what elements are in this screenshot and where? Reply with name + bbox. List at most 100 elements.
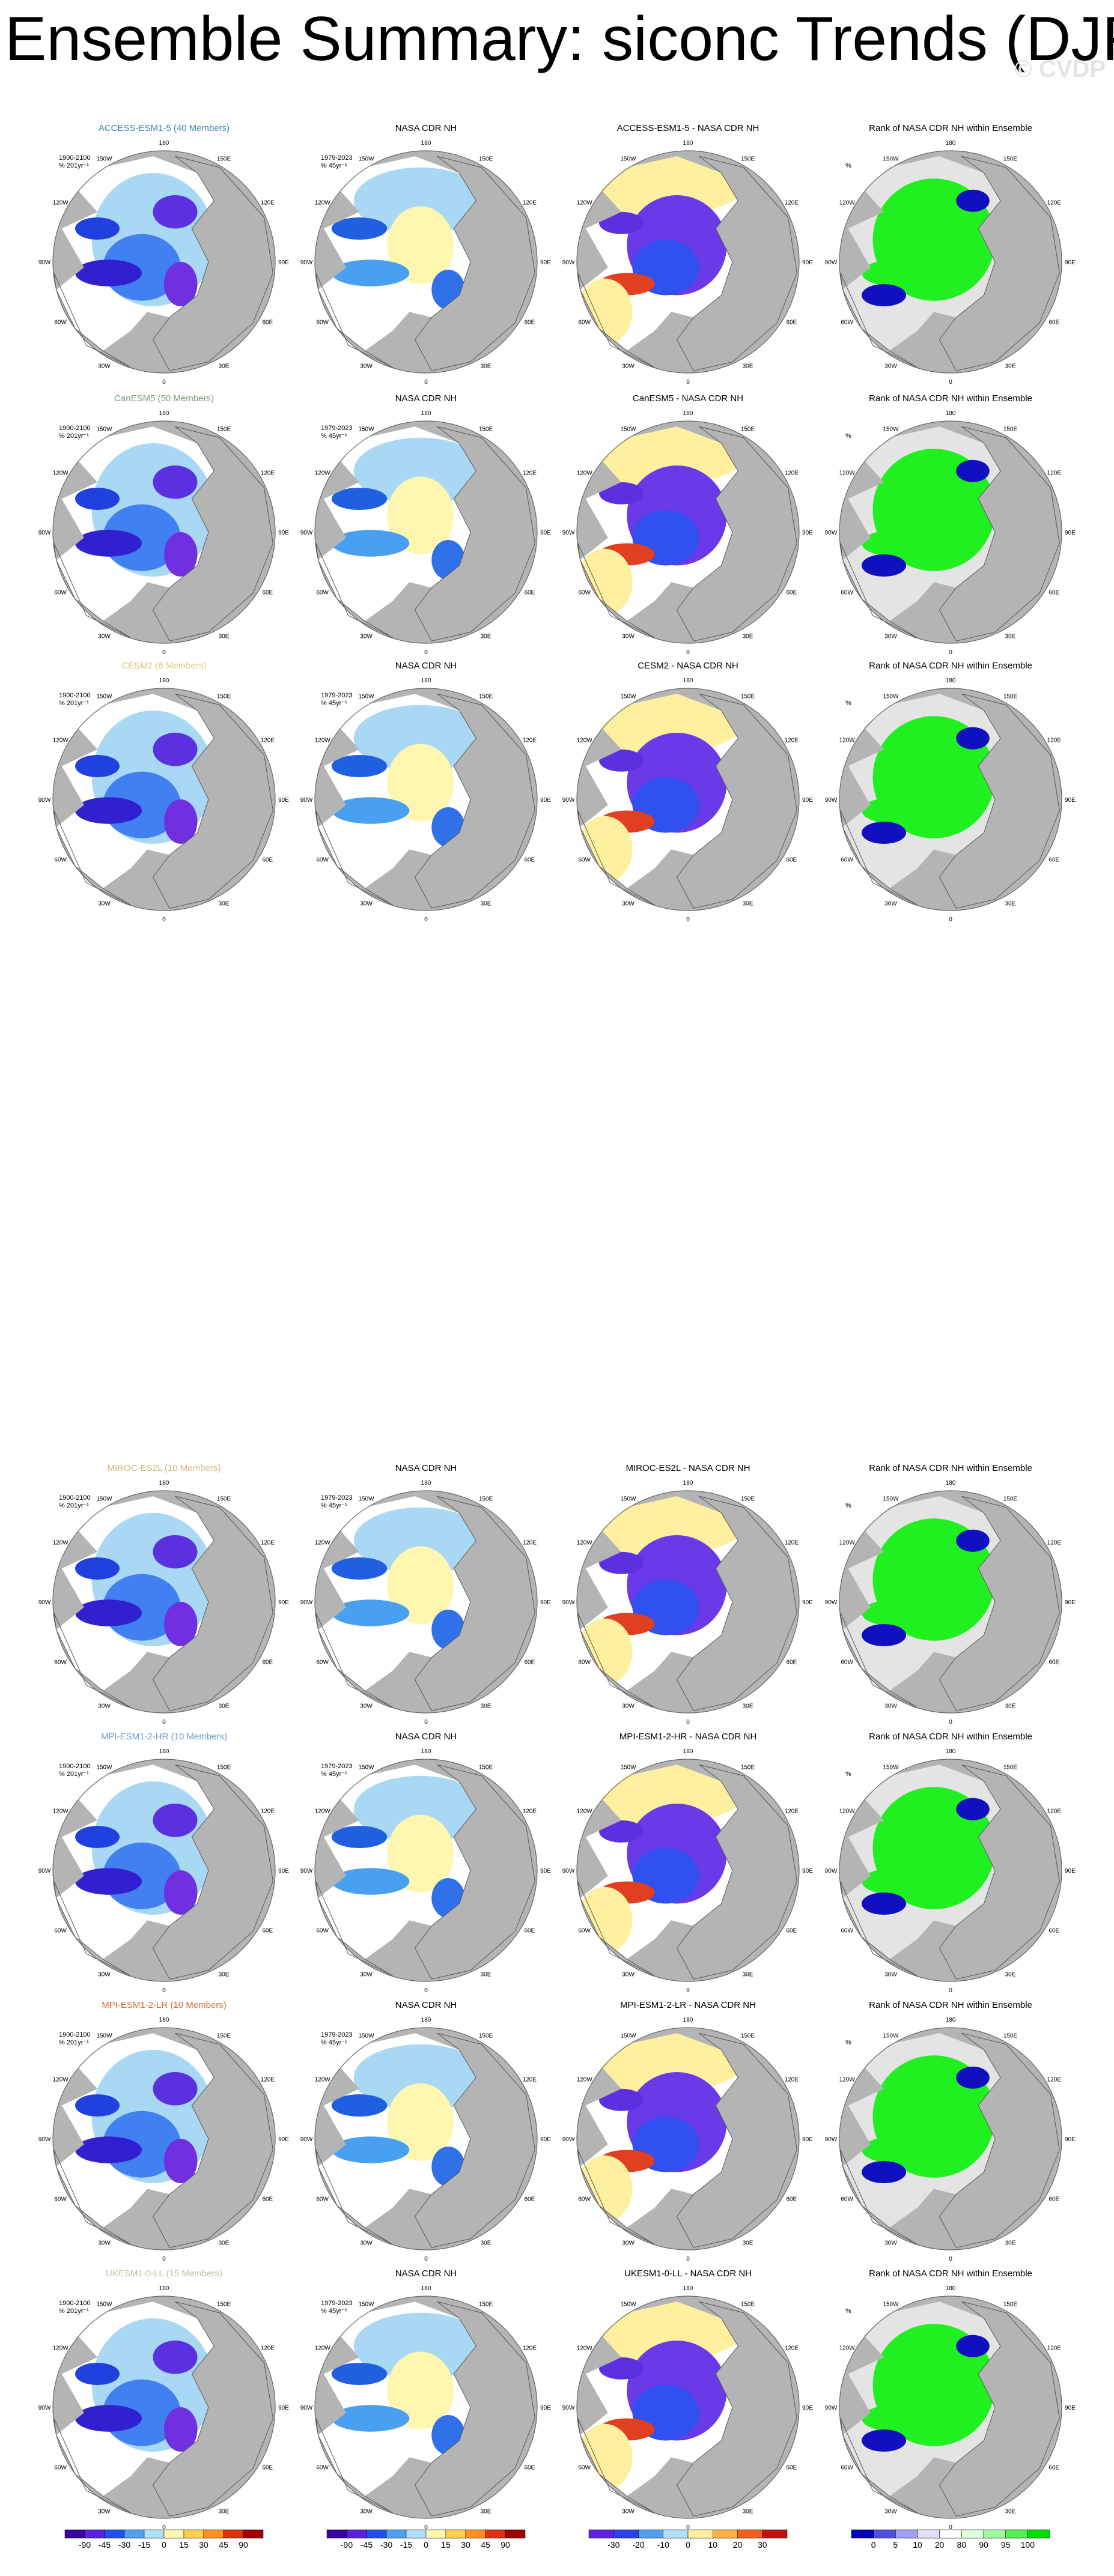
longitude-label: 150E: [1003, 2033, 1018, 2040]
longitude-label: 120E: [261, 1808, 275, 1815]
unit-label: %: [845, 700, 851, 707]
longitude-label: 150E: [217, 2033, 231, 2040]
longitude-label: 90W: [562, 530, 575, 536]
polar-map: [315, 2296, 537, 2518]
longitude-label: 60W: [578, 1928, 591, 1935]
longitude-label: 120E: [261, 470, 275, 477]
field-patch: [164, 1870, 198, 1915]
field-patch: [956, 2066, 990, 2089]
unit-label: % 45yr⁻¹: [321, 162, 347, 169]
field: [842, 1765, 1001, 1960]
longitude-label: 120W: [839, 470, 856, 477]
period-label: 1979-2023: [321, 1763, 353, 1770]
longitude-label: 120E: [1047, 470, 1062, 477]
longitude-label: 150W: [96, 694, 112, 700]
map-border: [53, 1759, 275, 1981]
longitude-label: 90W: [300, 2405, 313, 2411]
longitude-label: 120W: [577, 738, 593, 744]
longitude-label: 60E: [524, 2465, 535, 2471]
colorbar-label: 90: [239, 2540, 248, 2550]
longitude-label: 30W: [360, 2508, 373, 2515]
longitude-label: 150E: [479, 426, 493, 433]
longitude-label: 150E: [741, 694, 755, 700]
panel-title: NASA CDR NH: [395, 393, 457, 404]
longitude-label: 120W: [577, 1808, 593, 1815]
longitude-label: 90E: [278, 797, 289, 804]
longitude-label: 120W: [577, 2077, 593, 2084]
field-patch: [164, 2407, 198, 2452]
watermark: © CVDP: [1014, 56, 1106, 82]
colorbar-label: 10: [708, 2540, 717, 2550]
colorbar-label: 0: [871, 2540, 876, 2550]
longitude-label: 120W: [839, 200, 856, 207]
field-patch: [75, 2136, 142, 2163]
panel-title: NASA CDR NH: [395, 661, 457, 671]
panel-title: MPI-ESM1-2-LR - NASA CDR NH: [620, 2000, 756, 2010]
field: [331, 2312, 476, 2455]
longitude-label: 30W: [884, 363, 897, 369]
longitude-label: 90W: [38, 259, 51, 266]
field-patch: [164, 2139, 198, 2183]
longitude-label: 90E: [278, 2405, 289, 2411]
field-patch: [353, 2044, 476, 2111]
longitude-label: 90E: [1065, 259, 1076, 266]
field-patch: [956, 189, 990, 212]
unit-label: % 45yr⁻¹: [321, 700, 347, 707]
field-patch: [75, 1599, 142, 1626]
colorbar-segment: [183, 2529, 204, 2539]
field-patch: [331, 797, 410, 824]
period-label: 1900-2100: [59, 1763, 91, 1770]
longitude-label: 120E: [261, 2345, 275, 2352]
longitude-label: 60E: [262, 1659, 273, 1666]
colorbar-label: -90: [341, 2540, 353, 2550]
longitude-label: 60E: [786, 2196, 797, 2203]
longitude-label: 150W: [96, 2302, 112, 2308]
longitude-label: 180: [946, 1748, 956, 1755]
polar-map: [817, 129, 1084, 395]
colorbar-label: -45: [361, 2540, 373, 2550]
longitude-label: 90E: [540, 1868, 551, 1874]
map-border: [577, 2296, 799, 2518]
longitude-label: 150E: [217, 694, 231, 700]
field-patch: [387, 206, 454, 284]
longitude-label: 30E: [481, 1971, 492, 1978]
polar-map: [315, 2028, 537, 2250]
field: [331, 1775, 476, 1918]
longitude-label: 150W: [96, 1496, 112, 1503]
map-border: [315, 1759, 537, 1981]
longitude-label: 30W: [98, 1971, 111, 1978]
longitude-label: 0: [424, 649, 428, 656]
longitude-label: 60W: [841, 2465, 853, 2471]
longitude-label: 180: [946, 677, 956, 684]
longitude-label: 0: [162, 649, 166, 656]
longitude-label: 60W: [841, 2196, 853, 2203]
longitude-label: 60W: [841, 1659, 853, 1666]
colorbar-label: 0: [686, 2540, 690, 2550]
longitude-label: 120E: [523, 738, 537, 744]
longitude-label: 150E: [741, 156, 755, 163]
map-border: [315, 2296, 537, 2518]
colorbar-segment: [737, 2529, 762, 2539]
longitude-label: 150W: [883, 694, 899, 700]
longitude-label: 120E: [785, 470, 799, 477]
longitude-label: 30E: [743, 1971, 753, 1978]
longitude-label: 60E: [1049, 857, 1059, 864]
longitude-label: 150E: [1003, 1765, 1018, 1771]
longitude-label: 30W: [360, 363, 373, 369]
longitude-label: 30E: [1005, 900, 1016, 907]
longitude-label: 150E: [217, 156, 231, 163]
colorbar-label: 0: [162, 2540, 166, 2550]
longitude-label: 60W: [316, 857, 329, 864]
longitude-label: 150E: [479, 156, 493, 163]
longitude-label: 180: [946, 2017, 956, 2023]
longitude-label: 150W: [620, 1765, 636, 1771]
longitude-label: 30E: [1005, 2240, 1016, 2246]
longitude-label: 90E: [278, 530, 289, 536]
field: [331, 2044, 476, 2187]
longitude-label: 30W: [884, 2240, 897, 2246]
longitude-label: 90W: [825, 1868, 838, 1874]
longitude-label: 30W: [884, 2508, 897, 2515]
longitude-label: 60W: [841, 857, 853, 864]
longitude-label: 180: [159, 2285, 169, 2292]
field-patch: [331, 755, 388, 777]
